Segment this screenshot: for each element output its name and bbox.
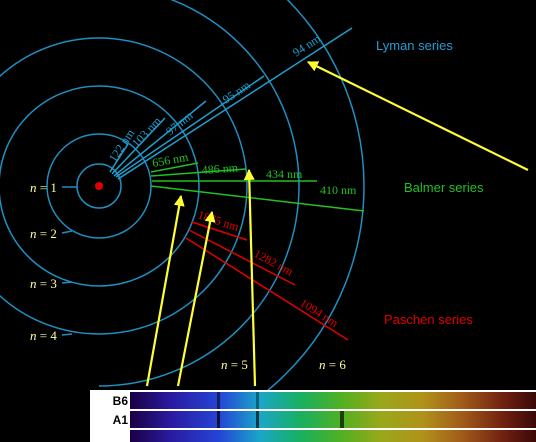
spectrum-panel: B6 A1 — [90, 390, 536, 442]
level-label-n5: n = 5 — [221, 357, 248, 372]
spectrum-label-a1: A1 — [90, 413, 128, 427]
arrow-to-486 — [178, 212, 212, 386]
spectrum-strip-partial — [130, 430, 536, 442]
nucleus — [95, 182, 103, 190]
level-label-n6: n = 6 — [319, 357, 346, 372]
arrow-to-lyman — [308, 62, 528, 170]
orbit-n6 — [0, 0, 364, 442]
level-label-n3: n = 3 — [30, 276, 57, 291]
lyman-label-94: 94 nm — [290, 31, 324, 60]
lyman-series-label: Lyman series — [376, 38, 453, 53]
level-connectors — [62, 187, 77, 335]
level-label-n4: n = 4 — [30, 328, 57, 343]
spectrum-label-b6: B6 — [90, 394, 128, 408]
arrows — [147, 62, 528, 386]
connector-n2 — [62, 231, 72, 233]
paschen-series-label: Paschen series — [384, 312, 473, 327]
balmer-series-label: Balmer series — [404, 180, 484, 195]
connector-n3 — [62, 282, 72, 283]
orbits — [0, 0, 364, 442]
level-label-n2: n = 2 — [30, 226, 57, 241]
balmer-label-486: 486 nm — [201, 160, 239, 177]
balmer-label-656: 656 nm — [151, 150, 190, 170]
lyman-label-103: 103 nm — [129, 113, 164, 150]
arrow-to-656 — [147, 196, 181, 386]
balmer-label-434: 434 nm — [266, 167, 303, 181]
connector-n4 — [62, 334, 72, 335]
lyman-labels: 122 nm 103 nm 97 nm 95 nm 94 nm — [106, 31, 324, 165]
spectrum-strip-a1 — [130, 411, 536, 428]
level-labels: n = 1 n = 2 n = 3 n = 4 n = 5 n = 6 — [30, 180, 346, 372]
paschen-labels: 1875 nm 1282 nm 1094 nm — [196, 208, 341, 331]
balmer-label-410: 410 nm — [320, 183, 357, 197]
spectrum-strip-b6 — [130, 392, 536, 409]
level-label-n1: n = 1 — [30, 180, 57, 195]
